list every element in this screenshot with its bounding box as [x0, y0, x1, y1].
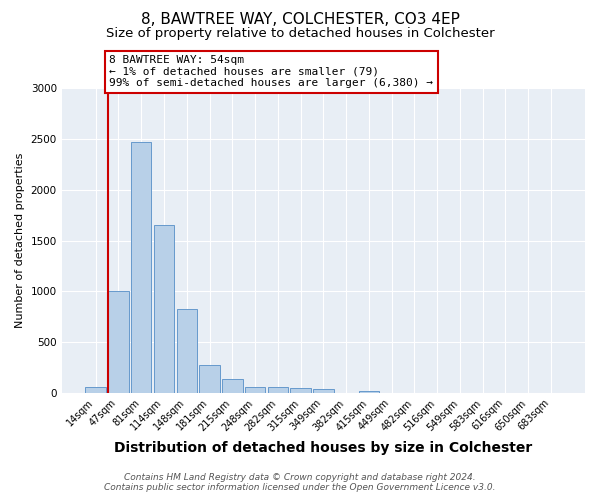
Bar — [199, 366, 220, 393]
Bar — [359, 391, 379, 393]
Bar — [154, 226, 174, 393]
Bar — [245, 388, 265, 393]
Text: Size of property relative to detached houses in Colchester: Size of property relative to detached ho… — [106, 28, 494, 40]
Bar — [222, 379, 242, 393]
Text: Contains HM Land Registry data © Crown copyright and database right 2024.
Contai: Contains HM Land Registry data © Crown c… — [104, 473, 496, 492]
Bar — [268, 388, 288, 393]
X-axis label: Distribution of detached houses by size in Colchester: Distribution of detached houses by size … — [114, 441, 532, 455]
Y-axis label: Number of detached properties: Number of detached properties — [15, 153, 25, 328]
Text: 8, BAWTREE WAY, COLCHESTER, CO3 4EP: 8, BAWTREE WAY, COLCHESTER, CO3 4EP — [140, 12, 460, 28]
Bar — [85, 387, 106, 393]
Bar — [131, 142, 151, 393]
Bar — [290, 388, 311, 393]
Bar — [176, 308, 197, 393]
Text: 8 BAWTREE WAY: 54sqm
← 1% of detached houses are smaller (79)
99% of semi-detach: 8 BAWTREE WAY: 54sqm ← 1% of detached ho… — [109, 55, 433, 88]
Bar — [108, 292, 129, 393]
Bar — [313, 390, 334, 393]
